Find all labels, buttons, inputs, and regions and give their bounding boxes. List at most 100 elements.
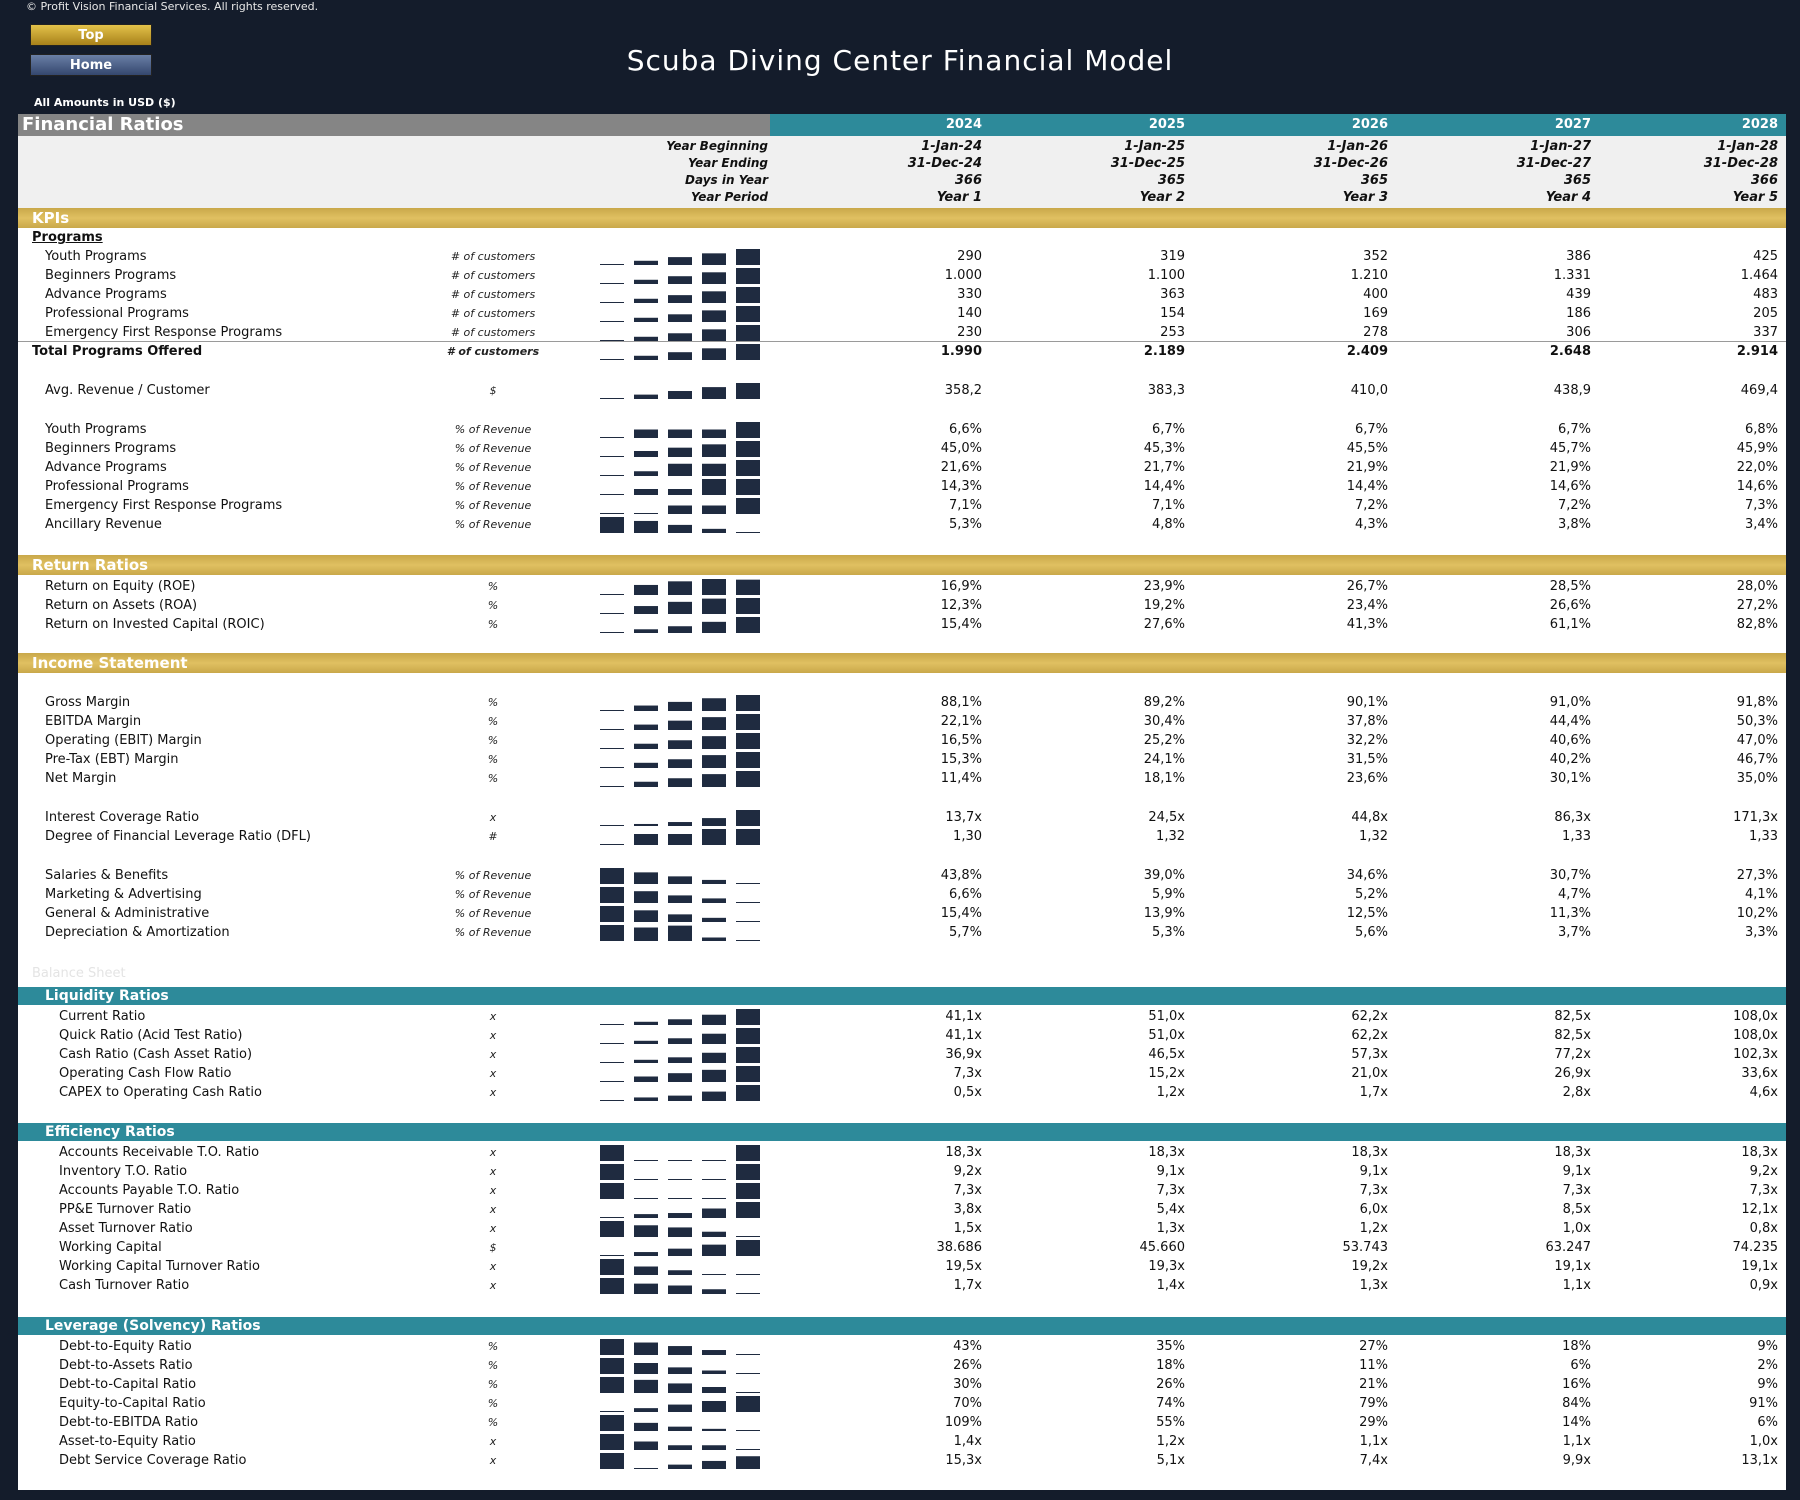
row-value: 1,2x bbox=[1156, 1085, 1185, 1100]
year-header: 2024 bbox=[945, 117, 982, 132]
period-header-row: Days in Year 366 365 365 365 366 bbox=[18, 172, 1786, 189]
sparkline-bar bbox=[702, 387, 726, 399]
row-value: 6% bbox=[1570, 1358, 1591, 1373]
row-value: 25,2% bbox=[1143, 733, 1185, 748]
row-value: 26% bbox=[1156, 1377, 1185, 1392]
table-row: Beginners Programs # of customers 1.000 1.1… bbox=[18, 266, 1786, 285]
sparkline-bar bbox=[736, 579, 760, 595]
sparkline-bar bbox=[668, 1248, 692, 1256]
sparkline-bar bbox=[668, 914, 692, 922]
row-value: 363 bbox=[1160, 287, 1185, 302]
row-unit: % bbox=[487, 1359, 499, 1372]
sparkline-bar bbox=[634, 629, 658, 633]
sparkline-bar bbox=[736, 695, 760, 711]
row-label: EBITDA Margin bbox=[45, 714, 142, 729]
sparkline-bar bbox=[600, 1278, 624, 1294]
sparkline-bar bbox=[668, 701, 692, 711]
row-value: 26,7% bbox=[1346, 579, 1388, 594]
sparkline-bar bbox=[600, 359, 624, 360]
sparkline-bar bbox=[600, 1255, 624, 1256]
sparkline-bar bbox=[600, 729, 624, 730]
period-header: Year Beginning 1-Jan-24 1-Jan-25 1-Jan-26 1-… bbox=[18, 136, 1786, 208]
sparkline-bar bbox=[702, 1231, 726, 1237]
sparkline-bar bbox=[634, 724, 658, 730]
sparkline-bar bbox=[736, 883, 760, 884]
sparkline-bar bbox=[736, 249, 760, 265]
row-value: 5,4x bbox=[1156, 1202, 1185, 1217]
sparkline-bar bbox=[736, 1145, 760, 1161]
row-value: 23,9% bbox=[1143, 579, 1185, 594]
row-value: 6,7% bbox=[1557, 422, 1591, 437]
sparkline-bar bbox=[702, 1445, 726, 1450]
row-label: Depreciation & Amortization bbox=[45, 925, 230, 940]
sparkline-bar bbox=[600, 1217, 624, 1218]
sparkline-bar bbox=[702, 879, 726, 884]
sparkline-bar bbox=[668, 505, 692, 514]
table-row: Emergency First Response Programs % of Re… bbox=[18, 496, 1786, 515]
row-unit: % of Revenue bbox=[454, 926, 532, 939]
sparkline-bar bbox=[600, 302, 624, 303]
sparkline-bar bbox=[736, 532, 760, 533]
row-value: 61,1% bbox=[1549, 617, 1591, 632]
row-value: 7,4x bbox=[1359, 1453, 1388, 1468]
sparkline-bar bbox=[600, 513, 624, 514]
row-value: 6,8% bbox=[1744, 422, 1778, 437]
sparkline-bar bbox=[600, 437, 624, 438]
row-value: 91% bbox=[1749, 1396, 1778, 1411]
row-unit: # of customers bbox=[450, 250, 536, 263]
row-value: 18,3x bbox=[1554, 1145, 1591, 1160]
row-value: 1,7x bbox=[1359, 1085, 1388, 1100]
row-label: Total Programs Offered bbox=[32, 344, 203, 359]
row-value: 9,2x bbox=[1749, 1164, 1778, 1179]
table-row: Avg. Revenue / Customer $358,2 383,3 410,0 4… bbox=[18, 381, 1786, 400]
sparkline bbox=[600, 1221, 760, 1237]
row-value: 23,4% bbox=[1346, 598, 1388, 613]
sparkline-bar bbox=[702, 1033, 726, 1044]
row-label: Youth Programs bbox=[45, 422, 147, 437]
sparkline-bar bbox=[702, 310, 726, 322]
sparkline bbox=[600, 1145, 760, 1161]
sparkline-bar bbox=[634, 451, 658, 457]
row-value: 6,0x bbox=[1359, 1202, 1388, 1217]
row-value: 1,2x bbox=[1359, 1221, 1388, 1236]
row-value: 1,4x bbox=[953, 1434, 982, 1449]
sparkline-bar bbox=[702, 818, 726, 826]
row-value: 14,6% bbox=[1549, 479, 1591, 494]
year-header-bar: 2024 2025 2026 2027 2028 bbox=[770, 114, 1786, 136]
row-unit: x bbox=[489, 811, 497, 824]
row-value: 31,5% bbox=[1346, 752, 1388, 767]
row-value: 18,3x bbox=[1741, 1145, 1778, 1160]
row-value: 7,3x bbox=[1562, 1183, 1591, 1198]
sparkline-bar bbox=[736, 829, 760, 845]
sparkline-bar bbox=[600, 283, 624, 284]
row-value: 51,0x bbox=[1148, 1009, 1185, 1024]
sparkline-bar bbox=[668, 489, 692, 495]
row-unit: % of Revenue bbox=[454, 442, 532, 455]
period-header-value: 31-Dec-24 bbox=[907, 156, 982, 171]
sparkline-bar bbox=[600, 632, 624, 633]
row-value: 15,4% bbox=[940, 617, 982, 632]
sparkline-bar bbox=[668, 1367, 692, 1374]
sparkline-bar bbox=[600, 825, 624, 826]
row-value: 7,3x bbox=[1749, 1183, 1778, 1198]
row-value: 22,0% bbox=[1736, 460, 1778, 475]
row-value: 4,6x bbox=[1749, 1085, 1778, 1100]
row-value: 15,4% bbox=[940, 906, 982, 921]
sparkline-bar bbox=[702, 329, 726, 341]
row-value: 30% bbox=[953, 1377, 982, 1392]
home-button[interactable]: Home bbox=[30, 54, 152, 76]
sparkline-bar bbox=[736, 1183, 760, 1199]
row-unit: x bbox=[489, 1029, 497, 1042]
row-label: Inventory T.O. Ratio bbox=[59, 1164, 188, 1179]
period-header-value: 366 bbox=[1750, 173, 1778, 188]
period-header-value: 365 bbox=[1157, 173, 1185, 188]
top-button[interactable]: Top bbox=[30, 24, 152, 46]
row-unit: % of Revenue bbox=[454, 888, 532, 901]
row-value: 57,3x bbox=[1351, 1047, 1388, 1062]
row-label: Beginners Programs bbox=[45, 441, 177, 456]
sparkline-bar bbox=[736, 1028, 760, 1044]
sparkline-bar bbox=[668, 581, 692, 595]
period-header-value: 365 bbox=[1563, 173, 1591, 188]
sparkline-bar bbox=[668, 759, 692, 768]
row-value: 14,3% bbox=[940, 479, 982, 494]
